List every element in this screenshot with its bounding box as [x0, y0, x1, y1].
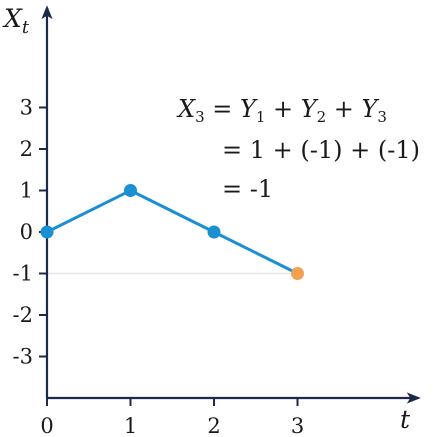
x-tick-label: 3 — [291, 414, 304, 437]
y-tick-label: -2 — [13, 303, 33, 327]
y-tick-label: -1 — [13, 262, 33, 286]
x-axis-title: t — [400, 405, 411, 434]
x-tick-label: 0 — [40, 414, 53, 437]
y-tick-label: 3 — [20, 96, 33, 120]
highlight-point — [291, 267, 304, 280]
x-tick-label: 1 — [124, 414, 137, 437]
y-tick-label: 0 — [20, 220, 33, 244]
y-axis-title: Xt — [2, 4, 30, 38]
y-tick-label: 2 — [20, 137, 33, 161]
annotation-line-1: X3 = Y1 + Y2 + Y3 — [176, 95, 387, 126]
annotation: X3 = Y1 + Y2 + Y3 = 1 + (-1) + (-1) = -1 — [176, 95, 420, 203]
annotation-line-3: = -1 — [222, 175, 273, 203]
series-points — [40, 184, 304, 280]
data-point — [124, 184, 137, 197]
y-tick-label: -3 — [13, 345, 33, 369]
y-ticks: 3 2 1 0 -1 -2 -3 — [13, 96, 47, 369]
y-tick-label: 1 — [20, 179, 33, 203]
y-axis-title-base: X — [2, 4, 23, 33]
x-tick-label: 2 — [207, 414, 220, 437]
series-line — [46, 189, 299, 275]
y-axis-title-sub: t — [22, 17, 30, 38]
data-point — [207, 225, 221, 239]
annotation-line-2: = 1 + (-1) + (-1) — [222, 136, 420, 164]
data-point — [40, 225, 54, 239]
x-ticks: 0 1 2 3 — [40, 398, 304, 437]
